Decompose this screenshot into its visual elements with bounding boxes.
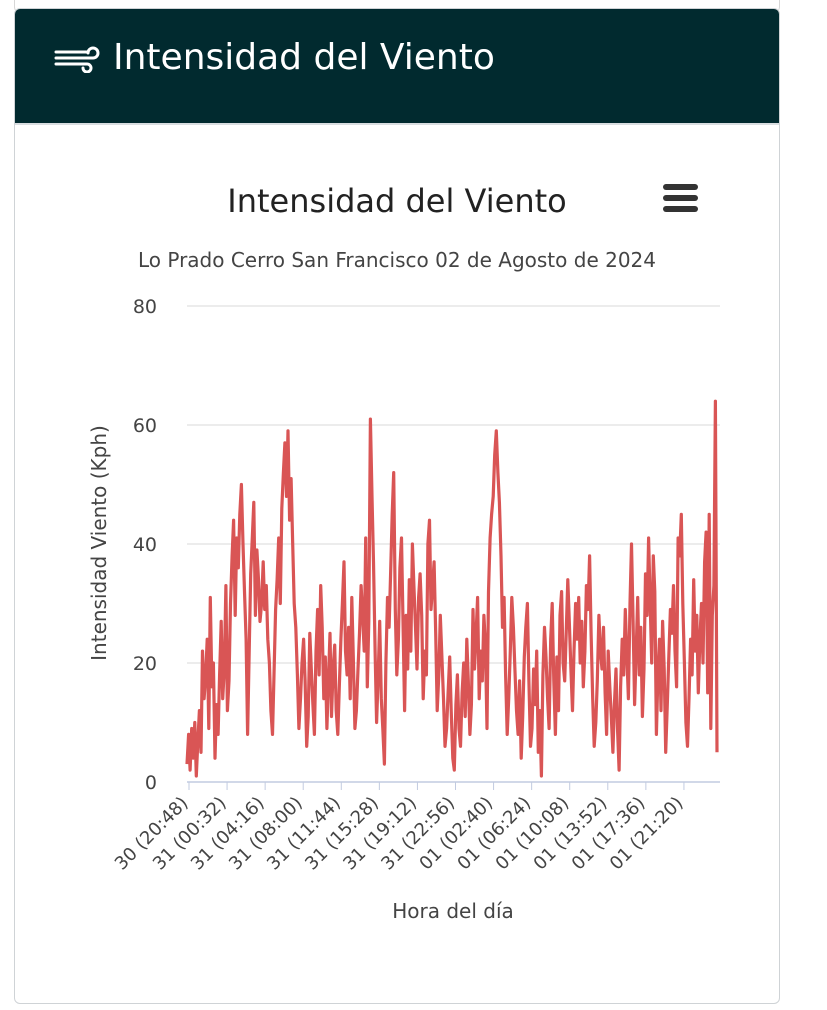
y-tick-label: 0 xyxy=(145,772,157,794)
series-layer xyxy=(185,399,719,778)
chart-title: Intensidad del Viento xyxy=(227,182,566,220)
y-tick-label: 40 xyxy=(133,534,157,556)
y-tick-label: 20 xyxy=(133,653,157,675)
chart-menu-button[interactable] xyxy=(662,182,700,214)
panel-title: Intensidad del Viento xyxy=(113,37,495,78)
y-tick-label: 60 xyxy=(133,415,157,437)
wind-icon xyxy=(54,46,100,73)
y-tick-label: 80 xyxy=(133,296,157,318)
x-axis-ticks: 30 (20:48)31 (00:32)31 (04:16)31 (08:00)… xyxy=(111,782,687,874)
panel-header: Intensidad del Viento xyxy=(15,9,779,123)
grid xyxy=(187,305,720,783)
hamburger-menu-icon xyxy=(663,184,698,212)
y-axis-title: Intensidad Viento (Kph) xyxy=(87,425,111,661)
x-axis-title: Hora del día xyxy=(392,899,514,923)
header-divider xyxy=(15,123,779,125)
chart-subtitle: Lo Prado Cerro San Francisco 02 de Agost… xyxy=(138,248,656,272)
y-axis-ticks: 0 20 40 60 80 xyxy=(133,296,157,794)
wind-panel: Intensidad del Viento xyxy=(14,8,780,1004)
wind-speed-series-line xyxy=(185,399,719,778)
